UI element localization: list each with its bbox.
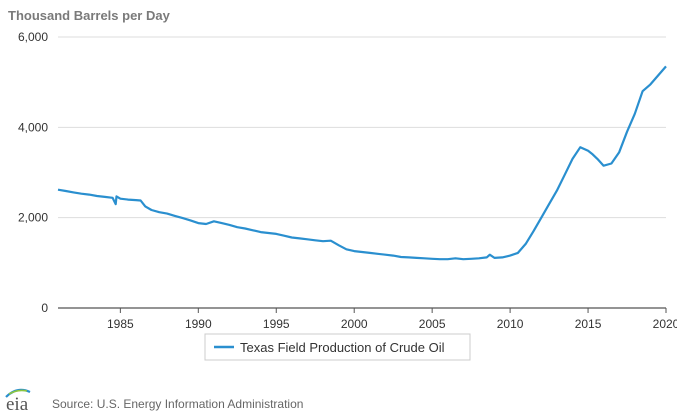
x-tick-label: 1985 xyxy=(107,317,134,331)
x-axis-ticks: 1985 1990 1995 2000 2005 2010 2015 2020 xyxy=(107,308,677,331)
y-tick-label: 6,000 xyxy=(18,30,48,44)
x-tick-label: 2020 xyxy=(653,317,677,331)
x-tick-label: 1990 xyxy=(185,317,212,331)
source-note: Source: U.S. Energy Information Administ… xyxy=(52,397,303,411)
y-tick-label: 4,000 xyxy=(18,120,48,134)
legend[interactable]: Texas Field Production of Crude Oil xyxy=(204,333,471,361)
eia-logo-text: eia xyxy=(6,394,29,415)
y-axis-title: Thousand Barrels per Day xyxy=(8,8,171,23)
x-tick-label: 1995 xyxy=(263,317,290,331)
y-axis-ticks: 0 2,000 4,000 6,000 xyxy=(18,30,48,315)
x-tick-label: 2015 xyxy=(575,317,602,331)
y-tick-label: 2,000 xyxy=(18,211,48,225)
eia-logo: eia xyxy=(5,388,31,415)
series-line xyxy=(57,65,667,261)
legend-box xyxy=(204,333,471,361)
gridlines xyxy=(58,36,666,309)
x-tick-label: 2000 xyxy=(341,317,368,331)
legend-label: Texas Field Production of Crude Oil xyxy=(240,340,445,355)
y-tick-label: 0 xyxy=(41,301,48,315)
x-tick-label: 2005 xyxy=(419,317,446,331)
x-tick-label: 2010 xyxy=(497,317,524,331)
series-layer xyxy=(57,65,667,261)
